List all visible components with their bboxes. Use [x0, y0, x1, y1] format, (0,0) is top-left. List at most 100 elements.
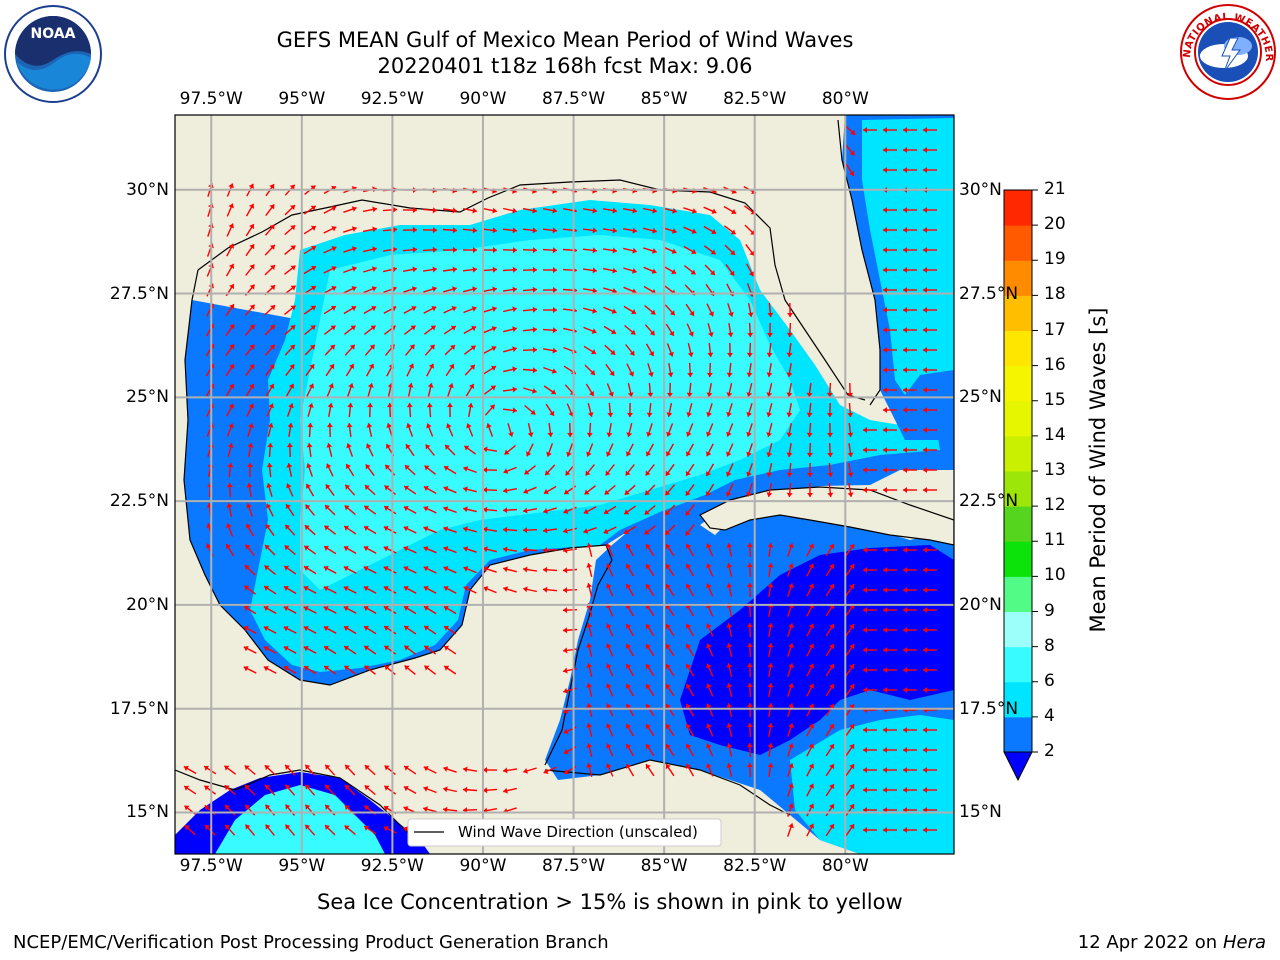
- vector-arrowhead: [463, 486, 468, 493]
- vector-arrowhead: [625, 704, 632, 709]
- vector-arrowhead: [586, 543, 593, 548]
- vector-arrowhead: [344, 525, 350, 531]
- vector-arrowhead: [411, 286, 417, 292]
- vector-arrowhead: [245, 785, 250, 790]
- vector-arrowhead: [424, 645, 430, 651]
- vector-arrowhead: [612, 207, 617, 214]
- vector-arrowhead: [706, 723, 712, 729]
- vector-arrowhead: [290, 285, 296, 291]
- vector-arrowhead: [431, 306, 437, 312]
- vector-arrowhead: [808, 823, 814, 829]
- colorbar-tick-label: 2: [1044, 741, 1055, 761]
- vector-arrowhead: [563, 748, 569, 755]
- vector-arrowhead: [344, 665, 350, 671]
- vector-arrowhead: [464, 445, 470, 451]
- vector-arrowhead: [310, 305, 316, 311]
- vector-arrowhead: [665, 644, 671, 650]
- vector-arrowhead: [665, 564, 671, 570]
- vector-arrowhead: [707, 332, 714, 337]
- vector-arrowhead: [883, 287, 887, 293]
- colorbar-tick-label: 9: [1044, 600, 1055, 621]
- vector-arrowhead: [730, 250, 735, 255]
- vector-arrowhead: [269, 204, 275, 210]
- vector-arrowhead: [666, 392, 673, 397]
- vector-arrowhead: [229, 344, 235, 350]
- vector-arrowhead: [788, 643, 794, 649]
- vector-arrowhead: [512, 407, 517, 414]
- vector-arrowhead: [826, 392, 833, 397]
- vector-arrowhead: [645, 624, 651, 630]
- vector-arrowhead: [553, 307, 557, 313]
- vector-arrowhead: [552, 247, 557, 254]
- vector-arrowhead: [204, 765, 210, 771]
- vector-arrowhead: [552, 227, 557, 234]
- vector-arrowhead: [685, 583, 692, 589]
- vector-arrowhead: [883, 347, 887, 353]
- vector-arrowhead: [665, 530, 670, 535]
- vector-arrowhead: [863, 487, 867, 493]
- vector-arrowhead: [625, 584, 632, 589]
- vector-arrowhead: [184, 805, 190, 811]
- vector-arrowhead: [472, 227, 477, 234]
- vector-arrowhead: [923, 487, 927, 493]
- noaa-logo-text: NOAA: [31, 26, 76, 42]
- vector-arrowhead: [863, 687, 867, 693]
- vector-arrowhead: [592, 267, 597, 274]
- vector-arrowhead: [266, 483, 272, 488]
- vector-arrowhead: [512, 247, 517, 254]
- vector-arrowhead: [304, 565, 309, 571]
- vector-arrowhead: [903, 407, 907, 413]
- vector-arrowhead: [249, 364, 255, 370]
- vector-arrowhead: [706, 703, 712, 709]
- vector-arrowhead: [786, 452, 793, 457]
- vector-arrowhead: [923, 767, 927, 773]
- vector-arrowhead: [923, 427, 927, 433]
- vector-arrowhead: [543, 566, 548, 573]
- vector-arrowhead: [331, 206, 337, 212]
- vector-arrowhead: [310, 205, 316, 211]
- vector-arrowhead: [405, 444, 411, 450]
- vector-arrowhead: [270, 325, 275, 330]
- vector-arrowhead: [685, 703, 692, 709]
- vector-arrowhead: [708, 311, 714, 317]
- vector-arrowhead: [630, 329, 636, 335]
- vector-arrowhead: [726, 663, 733, 668]
- vector-arrowhead: [345, 484, 351, 490]
- lat-tick-label: 25°N: [126, 387, 169, 408]
- vector-arrowhead: [430, 325, 436, 331]
- vector-arrowhead: [532, 367, 537, 374]
- vector-arrowhead: [883, 147, 887, 153]
- vector-arrowhead: [827, 432, 834, 437]
- colorbar-tick-label: 15: [1044, 389, 1066, 410]
- vector-arrowhead: [245, 565, 250, 571]
- vector-arrowhead: [726, 411, 732, 417]
- vector-arrowhead: [666, 412, 673, 417]
- vector-arrowhead: [532, 346, 537, 353]
- vector-arrowhead: [411, 306, 417, 312]
- vector-arrowhead: [923, 227, 927, 233]
- vector-arrowhead: [706, 563, 712, 569]
- vector-arrowhead: [286, 443, 293, 448]
- lon-tick-label: 95°W: [278, 89, 326, 109]
- vector-arrowhead: [404, 485, 410, 491]
- vector-arrowhead: [503, 468, 509, 474]
- vector-arrowhead: [729, 270, 735, 276]
- vector-arrowhead: [512, 266, 517, 273]
- vector-arrowhead: [604, 489, 610, 495]
- vector-arrowhead: [512, 346, 517, 353]
- vector-arrowhead: [923, 667, 927, 673]
- vector-arrowhead: [903, 447, 907, 453]
- vector-arrowhead: [432, 266, 437, 273]
- vector-arrowhead: [444, 625, 450, 631]
- vector-arrowhead: [331, 246, 337, 252]
- vector-arrowhead: [392, 226, 397, 233]
- vector-arrowhead: [512, 306, 517, 313]
- vector-arrowhead: [589, 391, 595, 396]
- vector-arrowhead: [612, 267, 617, 274]
- vector-arrowhead: [808, 803, 814, 809]
- vector-arrowhead: [726, 623, 733, 628]
- vector-arrowhead: [787, 312, 794, 317]
- vector-arrowhead: [807, 493, 813, 497]
- vector-arrowhead: [463, 766, 468, 773]
- vector-arrowhead: [586, 583, 593, 588]
